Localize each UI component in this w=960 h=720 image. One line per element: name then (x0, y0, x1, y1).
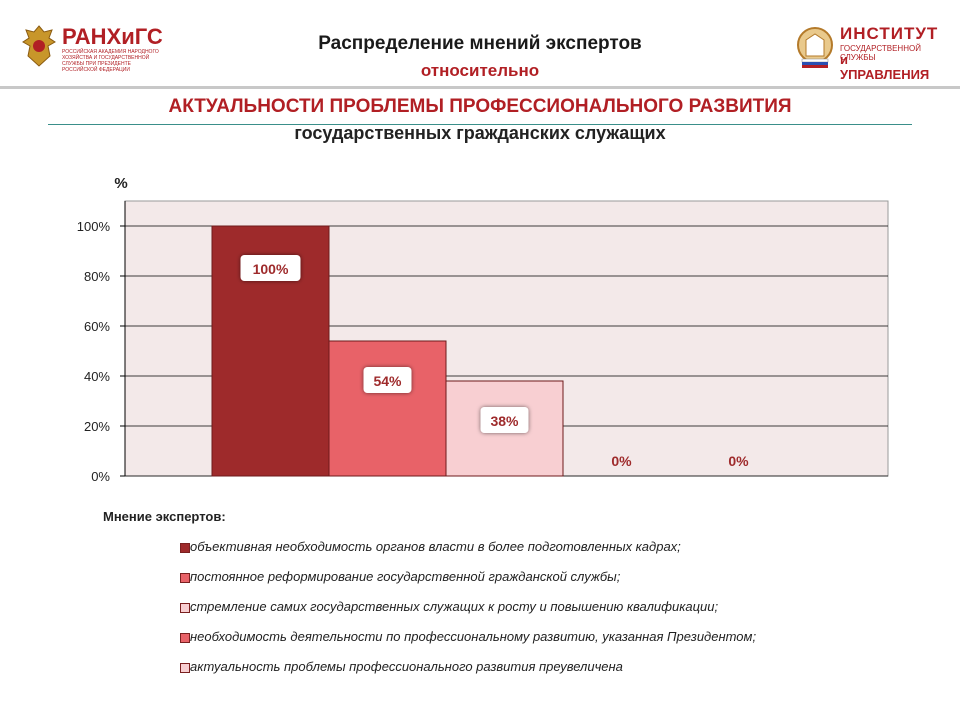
y-tick-label: 80% (84, 269, 110, 284)
legend-label: необходимость деятельности по профессион… (190, 629, 757, 644)
title-line-1: Распределение мнений экспертов (318, 33, 642, 54)
bar-chart: 0% 20% 40% 60% 80% 100%% 100% 54% 38% 0% 0% (77, 175, 889, 484)
legend-swatch (180, 663, 190, 673)
legend-swatch (180, 543, 190, 553)
legend-swatch (180, 603, 190, 613)
y-tick-label: 0% (91, 469, 110, 484)
legend-label: актуальность проблемы профессионального … (190, 659, 623, 674)
institute-logo: ИНСТИТУТ ГОСУДАРСТВЕННОЙ СЛУЖБЫ и УПРАВЛ… (796, 24, 940, 82)
logo-right-line3: и УПРАВЛЕНИЯ (840, 52, 930, 82)
header-divider (0, 86, 960, 89)
y-axis-label: % (114, 175, 127, 192)
ranepa-logo: РАНХиГС РОССИЙСКАЯ АКАДЕМИЯ НАРОДНОГО ХО… (22, 24, 163, 73)
data-label: 100% (253, 261, 289, 277)
data-label: 0% (611, 453, 632, 469)
legend-swatch (180, 633, 190, 643)
logo-left-text: РАНХиГС (62, 24, 163, 49)
data-label-box (363, 367, 412, 393)
logo-right-line1: ИНСТИТУТ (840, 24, 939, 43)
data-label: 54% (373, 373, 402, 389)
data-label-box (480, 407, 529, 433)
legend-swatch (180, 573, 190, 583)
title-underline (48, 124, 912, 125)
legend-title: Мнение экспертов: (103, 509, 226, 524)
y-tick-label: 20% (84, 419, 110, 434)
bar (328, 340, 447, 477)
logo-right-line2: ГОСУДАРСТВЕННОЙ СЛУЖБЫ (840, 44, 921, 62)
y-tick-label: 40% (84, 369, 110, 384)
legend-label: постоянное реформирование государственно… (190, 569, 621, 584)
y-tick-label: 100% (77, 219, 111, 234)
logo-left-subtitle: РОССИЙСКАЯ АКАДЕМИЯ НАРОДНОГО ХОЗЯЙСТВА … (62, 49, 159, 73)
title-line-2: относительно (420, 61, 540, 80)
title-line-3: АКТУАЛЬНОСТИ ПРОБЛЕМЫ ПРОФЕССИОНАЛЬНОГО … (168, 96, 792, 117)
legend-label: объективная необходимость органов власти… (190, 539, 681, 554)
data-label: 38% (490, 413, 519, 429)
globe-emblem-icon (797, 27, 833, 68)
eagle-emblem-icon (22, 25, 56, 67)
title-line-4: государственных гражданских служащих (294, 123, 666, 143)
data-label-box (240, 255, 301, 281)
data-label: 0% (728, 453, 749, 469)
legend-label: стремление самих государственных служащи… (190, 599, 719, 614)
y-tick-label: 60% (84, 319, 110, 334)
